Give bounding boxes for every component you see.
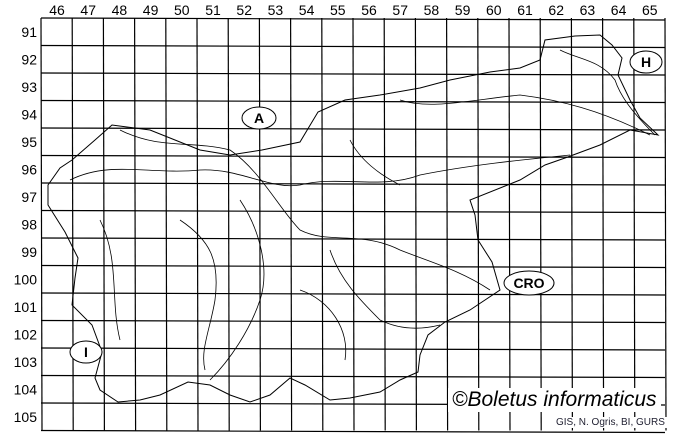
row-label: 97 [21, 189, 37, 205]
grid-vertical-line [321, 17, 324, 431]
column-label: 64 [611, 2, 627, 18]
region-label-croatia: CRO [513, 275, 544, 291]
column-label: 50 [174, 2, 190, 18]
grid-vertical-line [165, 17, 168, 431]
row-label: 104 [14, 382, 38, 398]
region-label-hungary: H [641, 54, 651, 70]
grid-vertical-line [664, 17, 667, 431]
rivers [69, 49, 656, 381]
grid-horizontal-line [40, 347, 666, 351]
region-labels: A H CRO I [69, 50, 663, 364]
grid-vertical-line [134, 17, 137, 431]
grid-horizontal-line [40, 17, 666, 21]
grid-lines [40, 17, 667, 434]
row-label: 98 [21, 217, 37, 233]
column-label: 52 [236, 2, 252, 18]
grid-vertical-line [508, 17, 511, 431]
grid-vertical-line [196, 17, 199, 431]
column-label: 55 [330, 2, 346, 18]
grid-vertical-line [102, 17, 105, 431]
grid-horizontal-line [40, 429, 666, 434]
column-label: 59 [455, 2, 471, 18]
grid-vertical-line [383, 17, 386, 431]
grid-vertical-line [570, 17, 574, 431]
grid-horizontal-line [40, 374, 666, 379]
column-label: 62 [548, 2, 564, 18]
row-label: 95 [21, 134, 37, 150]
row-label: 99 [21, 244, 37, 260]
grid-horizontal-line [40, 182, 666, 186]
row-label: 94 [21, 107, 37, 123]
column-label: 51 [205, 2, 221, 18]
country-border [47, 34, 660, 403]
row-label: 93 [21, 79, 37, 95]
row-labels: 91 92 93 94 95 96 97 98 99 100 101 102 103 104 105 [14, 24, 38, 425]
region-label-italy: I [84, 344, 88, 360]
column-label: 60 [486, 2, 502, 18]
credit-text: ©Boletus informaticus [448, 388, 661, 412]
column-label: 54 [299, 2, 315, 18]
column-label: 53 [268, 2, 284, 18]
grid-horizontal-line [40, 237, 666, 241]
column-labels: 46 47 48 49 50 51 52 53 54 55 56 57 58 59 60 61 62 63 64 65 [49, 2, 658, 18]
grid-vertical-line [227, 17, 230, 431]
row-label: 105 [14, 409, 38, 425]
source-text: GIS, N. Ogris, BI, GURS [554, 417, 667, 428]
row-label: 103 [14, 354, 38, 370]
column-label: 48 [112, 2, 128, 18]
grid-vertical-line [352, 17, 355, 431]
grid-horizontal-line [40, 264, 666, 269]
column-label: 49 [143, 2, 159, 18]
column-label: 61 [517, 2, 533, 18]
row-label: 96 [21, 162, 37, 178]
grid-horizontal-line [40, 127, 666, 131]
grid-vertical-line [258, 17, 261, 431]
grid-horizontal-line [40, 292, 666, 296]
region-label-austria: A [254, 110, 264, 126]
row-label: 100 [14, 272, 38, 288]
row-label: 92 [21, 52, 37, 68]
row-label: 101 [14, 299, 38, 315]
grid-vertical-line [539, 17, 542, 431]
row-label: 91 [21, 24, 37, 40]
grid-vertical-line [477, 17, 480, 431]
grid-vertical-line [633, 17, 636, 431]
grid-horizontal-line [40, 319, 666, 324]
row-label: 102 [14, 327, 38, 343]
column-label: 56 [361, 2, 377, 18]
grid-vertical-line [601, 17, 605, 431]
grid-vertical-line [290, 17, 293, 431]
grid-horizontal-line [40, 72, 666, 76]
column-label: 47 [80, 2, 96, 18]
column-label: 57 [392, 2, 408, 18]
column-label: 63 [580, 2, 596, 18]
grid-vertical-line [71, 17, 74, 431]
grid-vertical-line [446, 17, 449, 431]
grid-vertical-line [40, 17, 43, 431]
grid-horizontal-line [40, 44, 666, 49]
column-label: 65 [642, 2, 658, 18]
grid-vertical-line [414, 17, 417, 431]
column-label: 58 [424, 2, 440, 18]
column-label: 46 [49, 2, 65, 18]
grid-horizontal-line [40, 209, 666, 214]
grid-horizontal-line [40, 154, 666, 159]
